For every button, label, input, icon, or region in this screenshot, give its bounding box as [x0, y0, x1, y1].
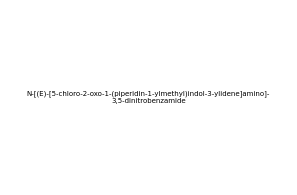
Text: N-[(E)-[5-chloro-2-oxo-1-(piperidin-1-ylmethyl)indol-3-ylidene]amino]-
3,5-dinit: N-[(E)-[5-chloro-2-oxo-1-(piperidin-1-yl… [27, 91, 270, 104]
